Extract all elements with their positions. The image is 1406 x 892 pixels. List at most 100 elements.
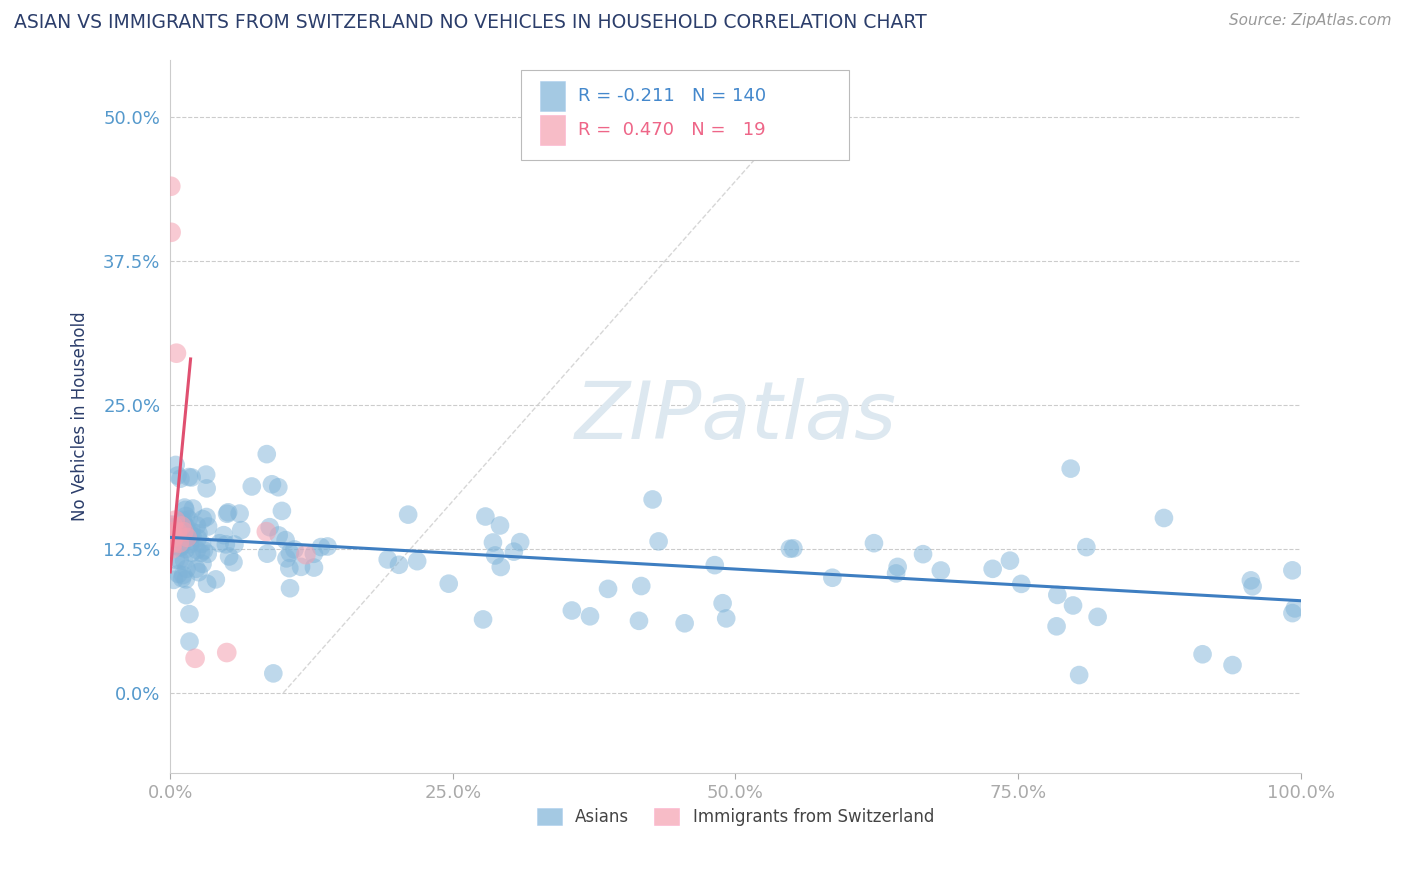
Point (1281, 563, 1303, 577)
Point (711, 596, 734, 610)
Point (283, 542, 305, 557)
Point (169, 536, 191, 550)
Point (163, 530, 186, 544)
Point (160, 517, 183, 532)
Point (821, 571, 844, 585)
Point (1241, 579, 1264, 593)
Point (208, 536, 231, 550)
Point (886, 560, 908, 574)
Point (165, 458, 187, 472)
Point (1076, 540, 1098, 554)
Point (166, 525, 188, 540)
Point (176, 520, 198, 534)
Point (231, 523, 253, 537)
Point (169, 472, 191, 486)
Point (502, 544, 524, 558)
Point (309, 540, 332, 554)
Point (222, 555, 245, 569)
Point (256, 447, 278, 461)
Point (437, 576, 460, 591)
Point (489, 560, 512, 574)
Point (176, 530, 198, 544)
Point (174, 573, 197, 587)
Point (166, 524, 188, 539)
Point (406, 554, 429, 568)
Point (256, 547, 278, 561)
Point (184, 651, 207, 665)
Point (1153, 511, 1175, 525)
Point (177, 512, 200, 526)
Point (174, 542, 197, 557)
Point (228, 507, 250, 521)
Point (165, 513, 187, 527)
Point (163, 573, 186, 587)
Point (1046, 588, 1069, 602)
Point (716, 611, 738, 625)
Point (278, 546, 301, 560)
Point (388, 558, 411, 572)
Point (217, 505, 239, 519)
Point (187, 565, 209, 579)
Point (884, 566, 907, 581)
Point (160, 225, 183, 239)
Point (630, 579, 652, 593)
Point (191, 557, 214, 571)
Point (180, 546, 202, 560)
Point (166, 468, 188, 483)
Point (160, 541, 183, 556)
Point (173, 554, 195, 568)
Point (276, 551, 298, 566)
Point (1087, 610, 1109, 624)
Point (579, 609, 602, 624)
Point (195, 576, 218, 591)
Point (187, 531, 209, 545)
Point (162, 519, 184, 533)
Point (262, 666, 284, 681)
Point (1062, 599, 1084, 613)
Point (259, 520, 281, 534)
Text: ZIPatlas: ZIPatlas (575, 377, 897, 456)
Point (290, 559, 312, 574)
Point (472, 612, 495, 626)
Point (170, 540, 193, 554)
Point (981, 562, 1004, 576)
Point (484, 549, 506, 563)
Point (174, 519, 197, 533)
Point (1069, 668, 1091, 682)
Point (174, 508, 197, 523)
Text: R = -0.211   N = 140: R = -0.211 N = 140 (578, 87, 766, 105)
Point (215, 537, 238, 551)
Point (187, 526, 209, 541)
Point (179, 537, 201, 551)
Point (197, 519, 219, 533)
Point (191, 536, 214, 550)
Point (172, 515, 194, 529)
Point (159, 179, 181, 194)
Point (561, 603, 583, 617)
Point (170, 524, 193, 539)
Point (186, 518, 208, 533)
Point (162, 520, 184, 534)
Point (173, 500, 195, 515)
Point (489, 518, 512, 533)
Point (1060, 461, 1083, 475)
FancyBboxPatch shape (540, 81, 565, 111)
Point (179, 607, 201, 621)
Point (212, 528, 235, 542)
Point (193, 543, 215, 558)
Point (1284, 601, 1306, 615)
Point (174, 503, 197, 517)
Point (165, 346, 187, 360)
Point (1240, 574, 1263, 588)
Point (195, 482, 218, 496)
Point (627, 614, 650, 628)
Point (274, 533, 297, 547)
Legend: Asians, Immigrants from Switzerland: Asians, Immigrants from Switzerland (537, 807, 934, 826)
Point (205, 573, 228, 587)
Point (179, 634, 201, 648)
FancyBboxPatch shape (540, 115, 565, 145)
Point (267, 528, 290, 542)
Point (1281, 606, 1303, 620)
Point (163, 538, 186, 552)
Point (1222, 658, 1244, 673)
